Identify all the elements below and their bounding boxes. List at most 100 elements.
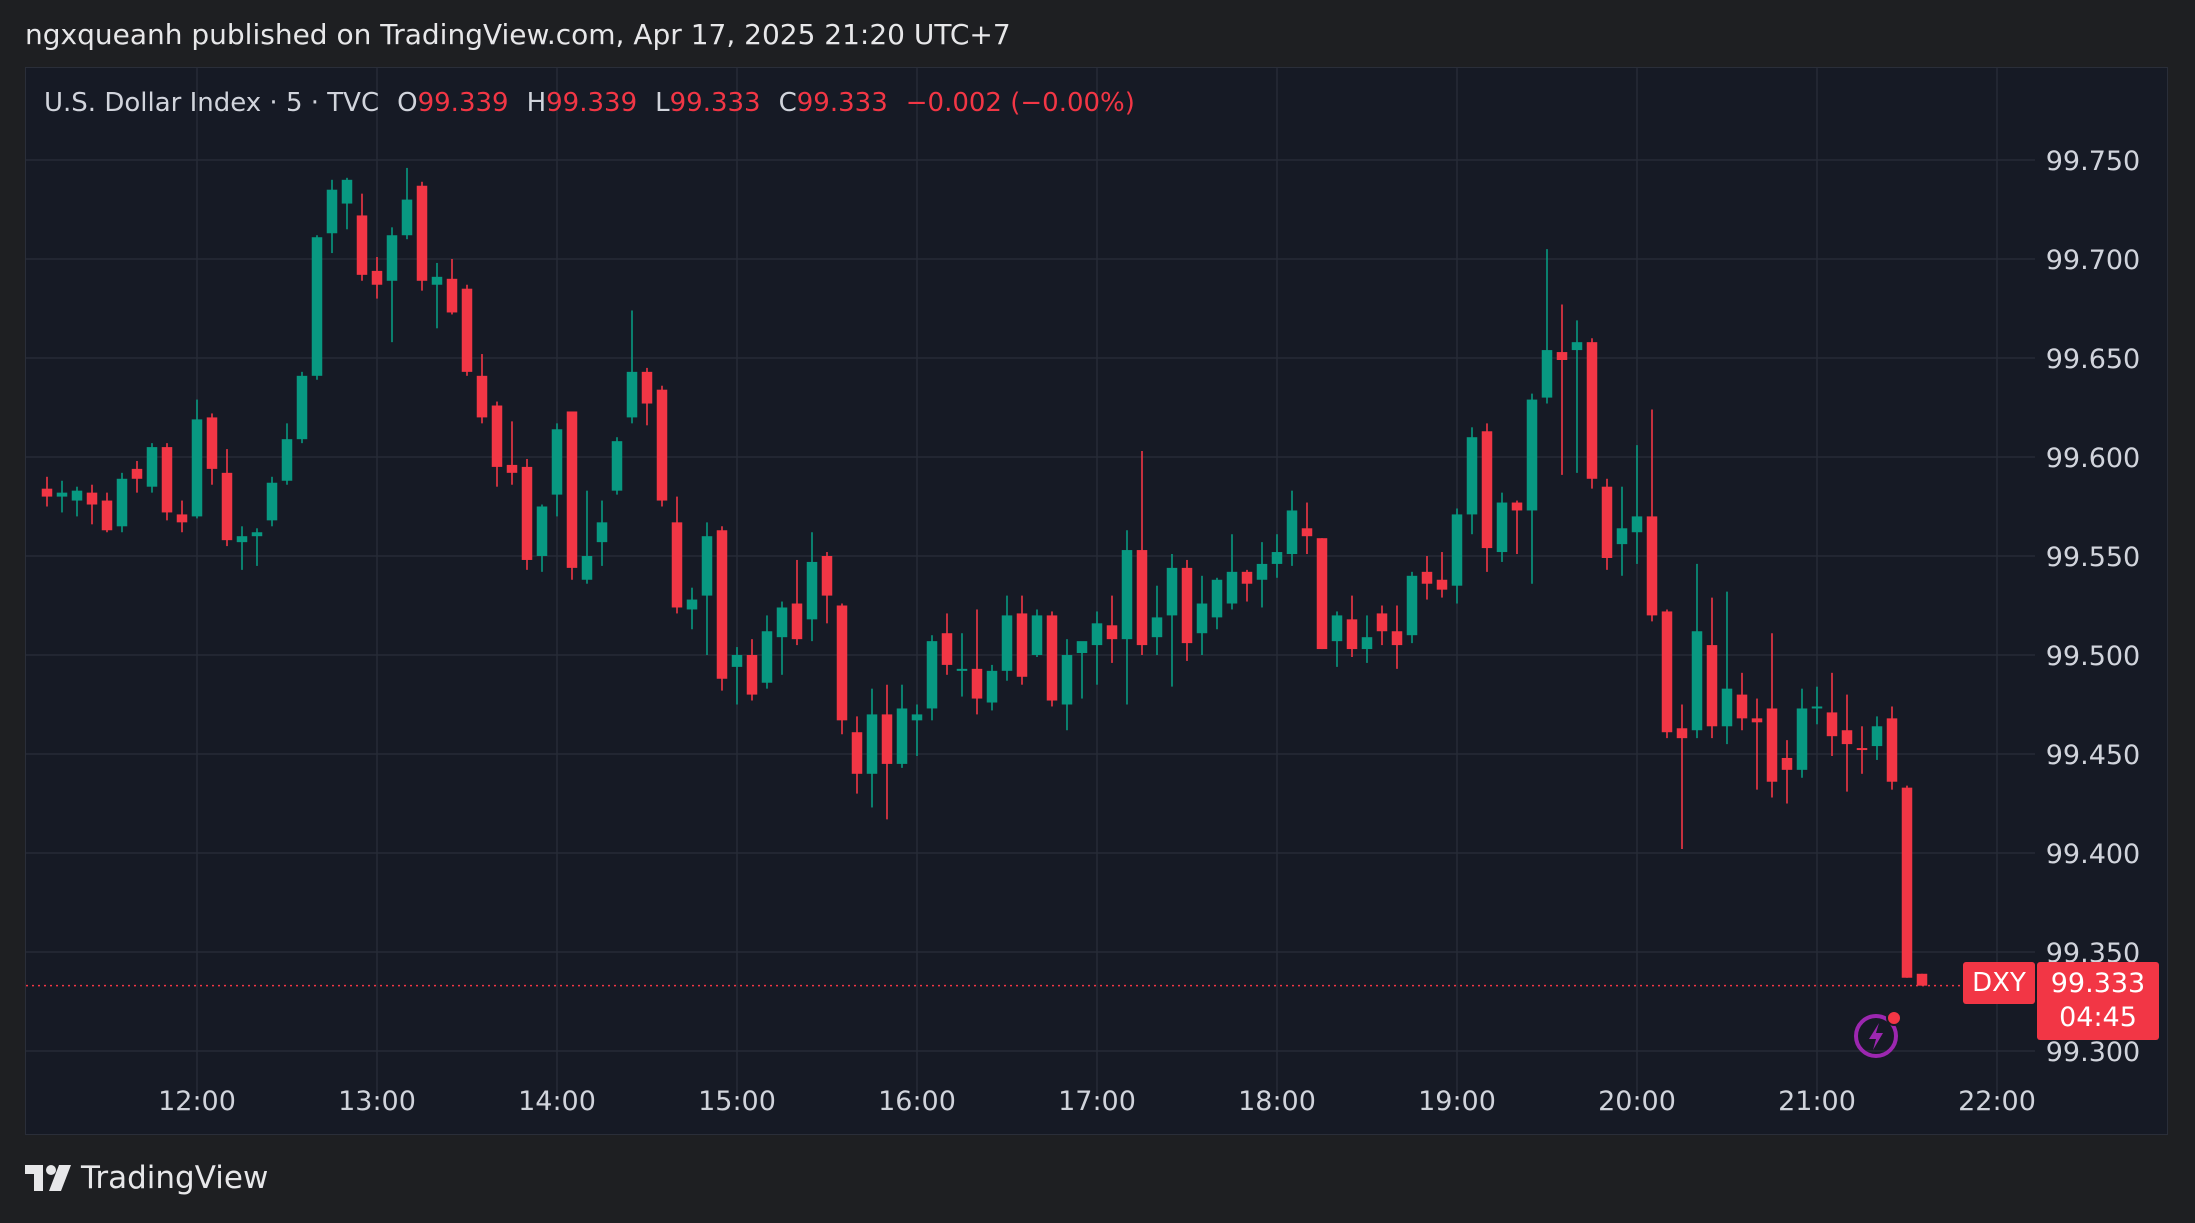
candle[interactable] [1841, 694, 1853, 792]
candle[interactable] [371, 257, 383, 299]
candle[interactable] [326, 179, 338, 254]
candle[interactable] [1061, 639, 1073, 731]
candle[interactable] [296, 371, 308, 444]
tradingview-brand[interactable]: TradingView [25, 1160, 268, 1196]
candle[interactable] [1421, 556, 1433, 600]
candle[interactable] [911, 704, 923, 756]
candle[interactable] [71, 486, 83, 517]
candle[interactable] [806, 532, 818, 642]
candle[interactable] [1076, 641, 1088, 699]
candle[interactable] [1556, 304, 1568, 475]
candle[interactable] [1166, 554, 1178, 687]
candle[interactable] [1241, 569, 1253, 602]
candle[interactable] [1316, 538, 1328, 650]
candle[interactable] [116, 472, 128, 533]
candle[interactable] [1781, 740, 1793, 804]
candle[interactable] [1121, 530, 1133, 705]
candle[interactable] [1226, 534, 1238, 610]
candle[interactable] [191, 399, 203, 519]
candle[interactable] [1691, 563, 1703, 739]
candle[interactable] [551, 423, 563, 517]
lightning-bolt-icon[interactable] [1852, 1010, 1902, 1060]
candle[interactable] [1181, 559, 1193, 661]
candle[interactable] [536, 504, 548, 572]
candle[interactable] [776, 601, 788, 675]
candle[interactable] [206, 413, 218, 485]
candle[interactable] [431, 262, 443, 329]
candle[interactable] [821, 552, 833, 624]
candle[interactable] [851, 716, 863, 794]
candle[interactable] [176, 500, 188, 533]
candle[interactable] [626, 310, 638, 424]
candle[interactable] [1751, 698, 1763, 790]
candle[interactable] [251, 528, 263, 566]
candle[interactable] [131, 460, 143, 493]
candle[interactable] [1436, 552, 1448, 598]
candle[interactable] [491, 401, 503, 487]
candle[interactable] [266, 476, 278, 527]
candle[interactable] [641, 367, 653, 426]
candle[interactable] [1631, 445, 1643, 564]
candle[interactable] [1676, 704, 1688, 850]
candle[interactable] [1901, 785, 1913, 978]
candle[interactable] [1451, 508, 1463, 604]
candle[interactable] [401, 167, 413, 240]
candle[interactable] [1391, 605, 1403, 669]
candle[interactable] [1871, 716, 1883, 760]
candle[interactable] [311, 235, 323, 380]
candle[interactable] [41, 476, 53, 507]
candle[interactable] [1616, 486, 1628, 576]
candle[interactable] [416, 181, 428, 291]
candle[interactable] [611, 437, 623, 495]
candle[interactable] [1196, 575, 1208, 655]
candle[interactable] [1916, 973, 1928, 986]
candle[interactable] [791, 559, 803, 646]
candle[interactable] [476, 354, 488, 424]
candle[interactable] [896, 684, 908, 768]
candle[interactable] [1091, 611, 1103, 685]
candle[interactable] [1706, 597, 1718, 739]
candle[interactable] [1001, 595, 1013, 681]
candle[interactable] [461, 284, 473, 376]
candle[interactable] [1796, 688, 1808, 778]
candle[interactable] [1496, 492, 1508, 562]
candle[interactable] [1856, 726, 1868, 774]
candle[interactable] [1106, 595, 1118, 663]
candle[interactable] [521, 458, 533, 570]
candle[interactable] [971, 609, 983, 715]
candle[interactable] [1766, 633, 1778, 798]
candle[interactable] [881, 684, 893, 820]
candle[interactable] [596, 500, 608, 566]
candle[interactable] [1031, 609, 1043, 657]
candle[interactable] [566, 411, 578, 580]
candle[interactable] [221, 449, 233, 547]
candle[interactable] [1211, 577, 1223, 630]
candle[interactable] [716, 526, 728, 691]
candle[interactable] [341, 177, 353, 230]
candle[interactable] [956, 633, 968, 697]
candle[interactable] [56, 480, 68, 513]
candle[interactable] [746, 639, 758, 701]
candle[interactable] [1601, 478, 1613, 570]
candle[interactable] [1811, 686, 1823, 725]
candle[interactable] [1346, 595, 1358, 657]
candle[interactable] [761, 615, 773, 689]
candle[interactable] [1331, 611, 1343, 667]
candle[interactable] [731, 647, 743, 705]
candle[interactable] [926, 635, 938, 721]
candle[interactable] [386, 227, 398, 343]
candle[interactable] [86, 484, 98, 525]
candle[interactable] [1571, 320, 1583, 473]
candle[interactable] [161, 443, 173, 521]
candle[interactable] [1016, 595, 1028, 685]
candle[interactable] [1286, 490, 1298, 566]
candle[interactable] [1526, 393, 1538, 584]
candle[interactable] [1271, 534, 1283, 578]
candle[interactable] [1736, 672, 1748, 731]
candle[interactable] [656, 385, 668, 507]
candle[interactable] [866, 688, 878, 808]
candle[interactable] [1136, 451, 1148, 655]
candle[interactable] [986, 664, 998, 711]
candle[interactable] [281, 423, 293, 485]
